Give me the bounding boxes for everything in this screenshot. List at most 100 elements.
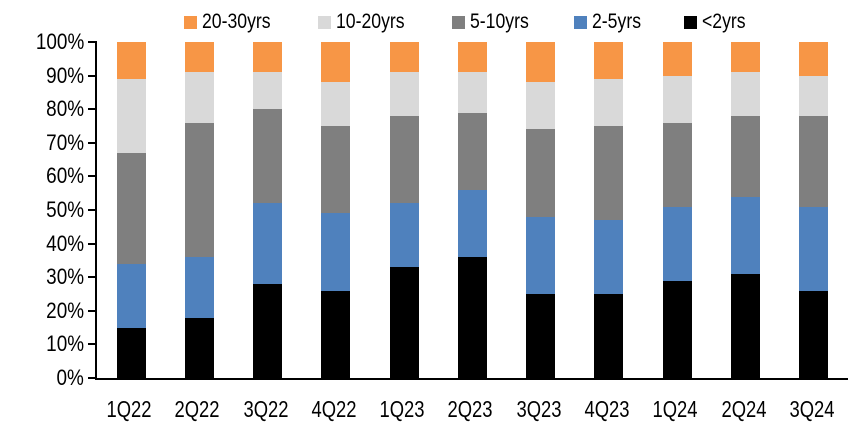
x-axis-label-2q22: 2Q22 (174, 396, 220, 422)
bar-segment-5-10yrs (594, 126, 624, 221)
plot-area (88, 41, 848, 380)
y-tick-label: 100% (35, 29, 84, 54)
bar-segment-5-10yrs (253, 109, 283, 204)
bar-segment-2yrs (662, 280, 692, 378)
bar-segment-10-20yrs (389, 72, 419, 116)
y-tick-label: 90% (46, 62, 84, 88)
bar-segment-2yrs (116, 327, 146, 378)
bar-segment-2yrs (253, 283, 283, 378)
bar-segment-2yrs (799, 290, 829, 378)
bar-segment-5-10yrs (116, 152, 146, 264)
x-axis-label-3q22: 3Q22 (243, 396, 289, 422)
bar-segment-20-30yrs (184, 42, 214, 73)
y-axis-labels: 0% 10% 20% 30% 40% 50% 60% 70% 80% 90% 100% (0, 31, 84, 389)
x-axis-label-1q23: 1Q23 (379, 396, 425, 422)
legend-label: 20-30yrs (202, 10, 271, 33)
y-tick-label: 20% (46, 297, 84, 323)
bar-segment-5-10yrs (184, 122, 214, 258)
bar-segment-20-30yrs (662, 42, 692, 76)
x-axis-labels: 1Q22 2Q22 3Q22 4Q22 1Q23 2Q23 3Q23 4Q23 1Q24 2Q24… (95, 395, 846, 423)
bar-segment-20-30yrs (321, 42, 351, 83)
bar-segment-20-30yrs (457, 42, 487, 73)
bar-segment-10-20yrs (731, 72, 761, 116)
bar-segment-2-5yrs (662, 206, 692, 281)
bar-segment-10-20yrs (457, 72, 487, 113)
legend-swatch-2-5yrs-icon (573, 15, 587, 29)
x-axis-label-1q22: 1Q22 (106, 396, 152, 422)
y-tick-mark (88, 41, 97, 43)
legend-item-5-10yrs: 5-10yrs (451, 10, 540, 34)
bar-segment-2yrs (321, 290, 351, 378)
bar-3q22 (253, 42, 283, 378)
bar-segment-2yrs (526, 294, 556, 378)
legend-swatch-20-30yrs-icon (184, 15, 198, 29)
y-tick-label: 10% (46, 331, 84, 357)
bar-segment-10-20yrs (662, 75, 692, 123)
bar-segment-2yrs (731, 273, 761, 378)
bar-1q23 (389, 42, 419, 378)
y-tick-mark (88, 276, 97, 279)
x-axis-label-2q24: 2Q24 (721, 396, 767, 422)
bar-segment-2-5yrs (116, 263, 146, 328)
y-tick-mark (88, 242, 97, 245)
bar-2q23 (457, 42, 487, 378)
legend-item-2yrs: <2yrs (683, 10, 754, 34)
bar-1q22 (116, 42, 146, 378)
y-tick-mark (88, 74, 97, 77)
bar-segment-10-20yrs (594, 78, 624, 127)
bar-2q24 (731, 42, 761, 378)
legend-label: 5-10yrs (469, 10, 529, 33)
y-tick-label: 50% (46, 197, 84, 222)
bar-segment-10-20yrs (184, 72, 214, 123)
bar-segment-2-5yrs (526, 216, 556, 294)
bar-segment-10-20yrs (321, 82, 351, 127)
bar-2q22 (184, 42, 214, 378)
legend-label: 10-20yrs (335, 10, 405, 33)
chart-legend: 20-30yrs 10-20yrs 5-10yrs 2-5yrs <2yrs (90, 9, 848, 35)
bar-segment-5-10yrs (457, 112, 487, 190)
legend-item-20-30yrs: 20-30yrs (184, 10, 284, 34)
bar-segment-5-10yrs (321, 126, 351, 214)
y-tick-mark (88, 377, 97, 379)
bar-segment-10-20yrs (116, 79, 146, 153)
legend-item-2-5yrs: 2-5yrs (573, 10, 650, 34)
x-axis-label-1q24: 1Q24 (652, 396, 698, 422)
bar-segment-20-30yrs (799, 42, 829, 76)
bar-3q23 (526, 42, 556, 378)
y-tick-label: 40% (46, 230, 84, 256)
bars-container (97, 42, 848, 378)
legend-label: <2yrs (701, 10, 746, 33)
bar-3q24 (799, 42, 829, 378)
legend-swatch-10-20yrs-icon (317, 15, 331, 29)
bar-segment-2-5yrs (389, 203, 419, 268)
legend-label: 2-5yrs (591, 10, 641, 33)
bar-segment-20-30yrs (526, 42, 556, 83)
bar-segment-20-30yrs (731, 42, 761, 73)
y-tick-mark (88, 141, 97, 144)
bar-segment-20-30yrs (116, 42, 146, 79)
bar-segment-2yrs (457, 257, 487, 378)
y-tick-mark (88, 309, 97, 312)
bar-segment-5-10yrs (662, 122, 692, 207)
bar-segment-2-5yrs (731, 196, 761, 274)
bar-4q22 (321, 42, 351, 378)
bar-segment-5-10yrs (731, 115, 761, 197)
y-tick-label: 70% (46, 129, 84, 155)
x-axis-label-3q23: 3Q23 (516, 396, 562, 422)
y-tick-mark (88, 175, 97, 178)
legend-swatch-5-10yrs-icon (451, 15, 465, 29)
bar-segment-2-5yrs (253, 203, 283, 284)
y-tick-mark (88, 209, 97, 211)
bar-segment-20-30yrs (253, 42, 283, 73)
bar-segment-2yrs (594, 294, 624, 378)
bar-segment-2-5yrs (594, 220, 624, 294)
y-tick-mark (88, 343, 97, 346)
bar-segment-5-10yrs (526, 129, 556, 217)
bar-segment-2yrs (184, 317, 214, 378)
bar-segment-10-20yrs (526, 82, 556, 130)
bar-segment-20-30yrs (389, 42, 419, 73)
y-tick-label: 80% (46, 96, 84, 122)
bar-4q23 (594, 42, 624, 378)
bar-1q24 (662, 42, 692, 378)
